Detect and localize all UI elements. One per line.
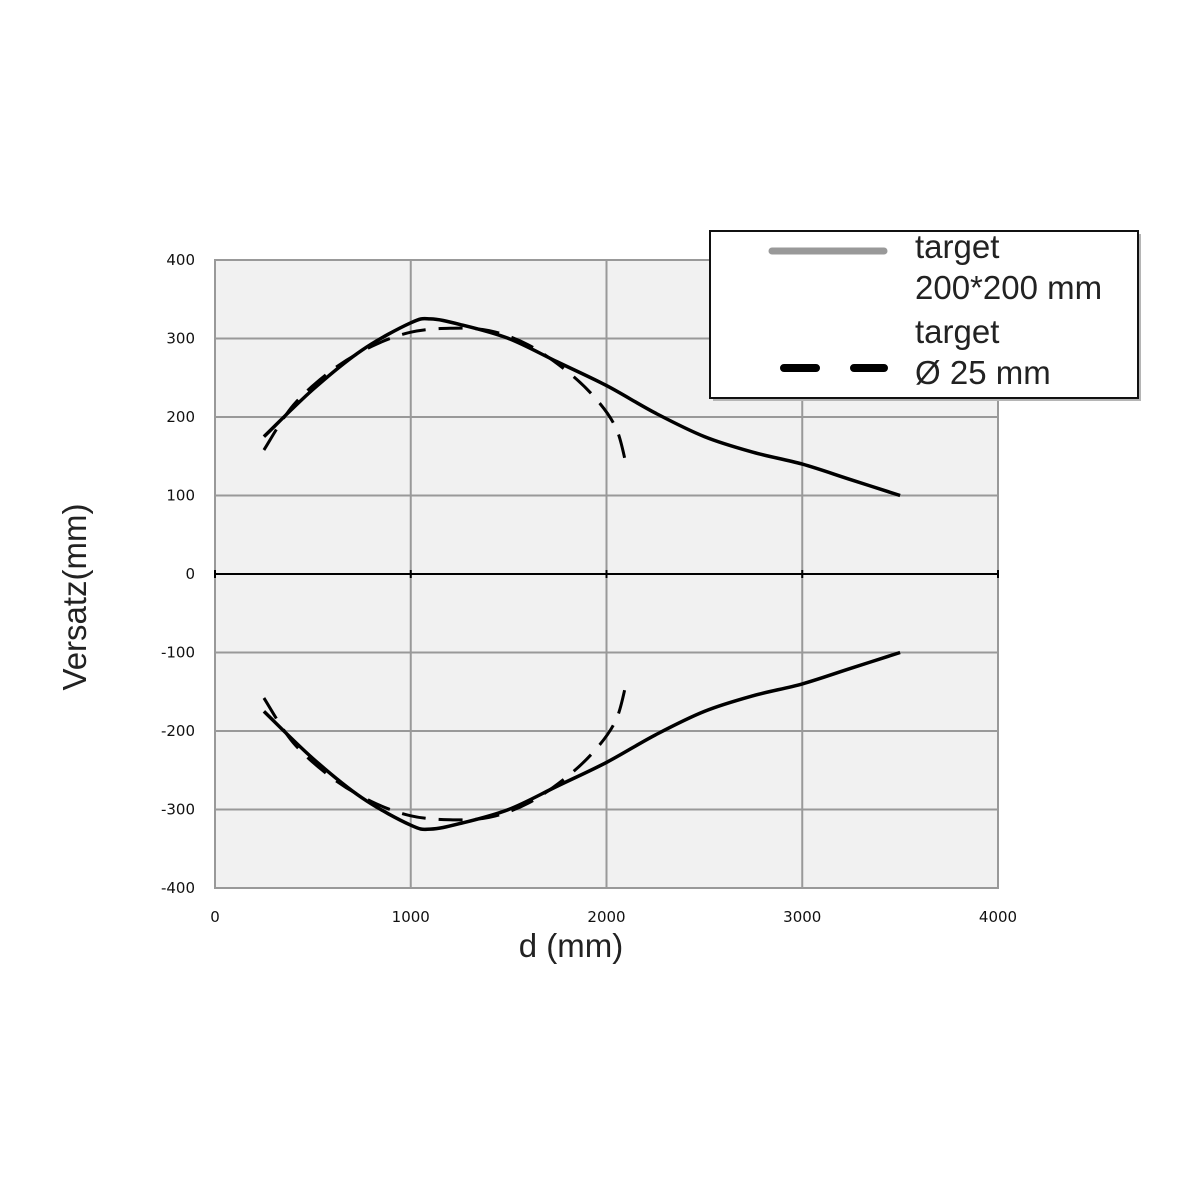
- x-tick-label-0: 0: [210, 908, 220, 926]
- legend: target 200*200 mm target Ø 25 mm: [709, 228, 1141, 401]
- x-axis-title: d (mm): [519, 927, 623, 964]
- legend-label-1-line-2: 200*200 mm: [915, 269, 1102, 306]
- y-tick-label-7: -300: [161, 801, 195, 819]
- series-line-2-solid: [262, 650, 901, 832]
- x-tick-label-3: 3000: [783, 908, 821, 926]
- series-group: [262, 316, 901, 832]
- y-tick-label-4: 0: [185, 565, 195, 583]
- y-tick-label-6: -200: [161, 722, 195, 740]
- legend-label-2-line-1: target: [915, 313, 999, 350]
- y-axis-title: Versatz(mm): [56, 503, 93, 690]
- y-tick-label-0: 400: [166, 251, 195, 269]
- y-tick-label-3: 100: [166, 487, 195, 505]
- x-tick-label-2: 2000: [587, 908, 625, 926]
- y-tick-label-5: -100: [161, 644, 195, 662]
- y-tick-label-8: -400: [161, 879, 195, 897]
- series-line-1-solid: [262, 316, 901, 498]
- y-tick-label-1: 300: [166, 330, 195, 348]
- legend-label-2-line-2: Ø 25 mm: [915, 354, 1051, 391]
- x-tick-label-4: 4000: [979, 908, 1017, 926]
- tick-labels: 0 1000 2000 3000 40004003002001000-100-200-3…: [161, 251, 1017, 926]
- x-tick-label-1: 1000: [392, 908, 430, 926]
- y-tick-label-2: 200: [166, 408, 195, 426]
- legend-label-1-line-1: target: [915, 228, 999, 265]
